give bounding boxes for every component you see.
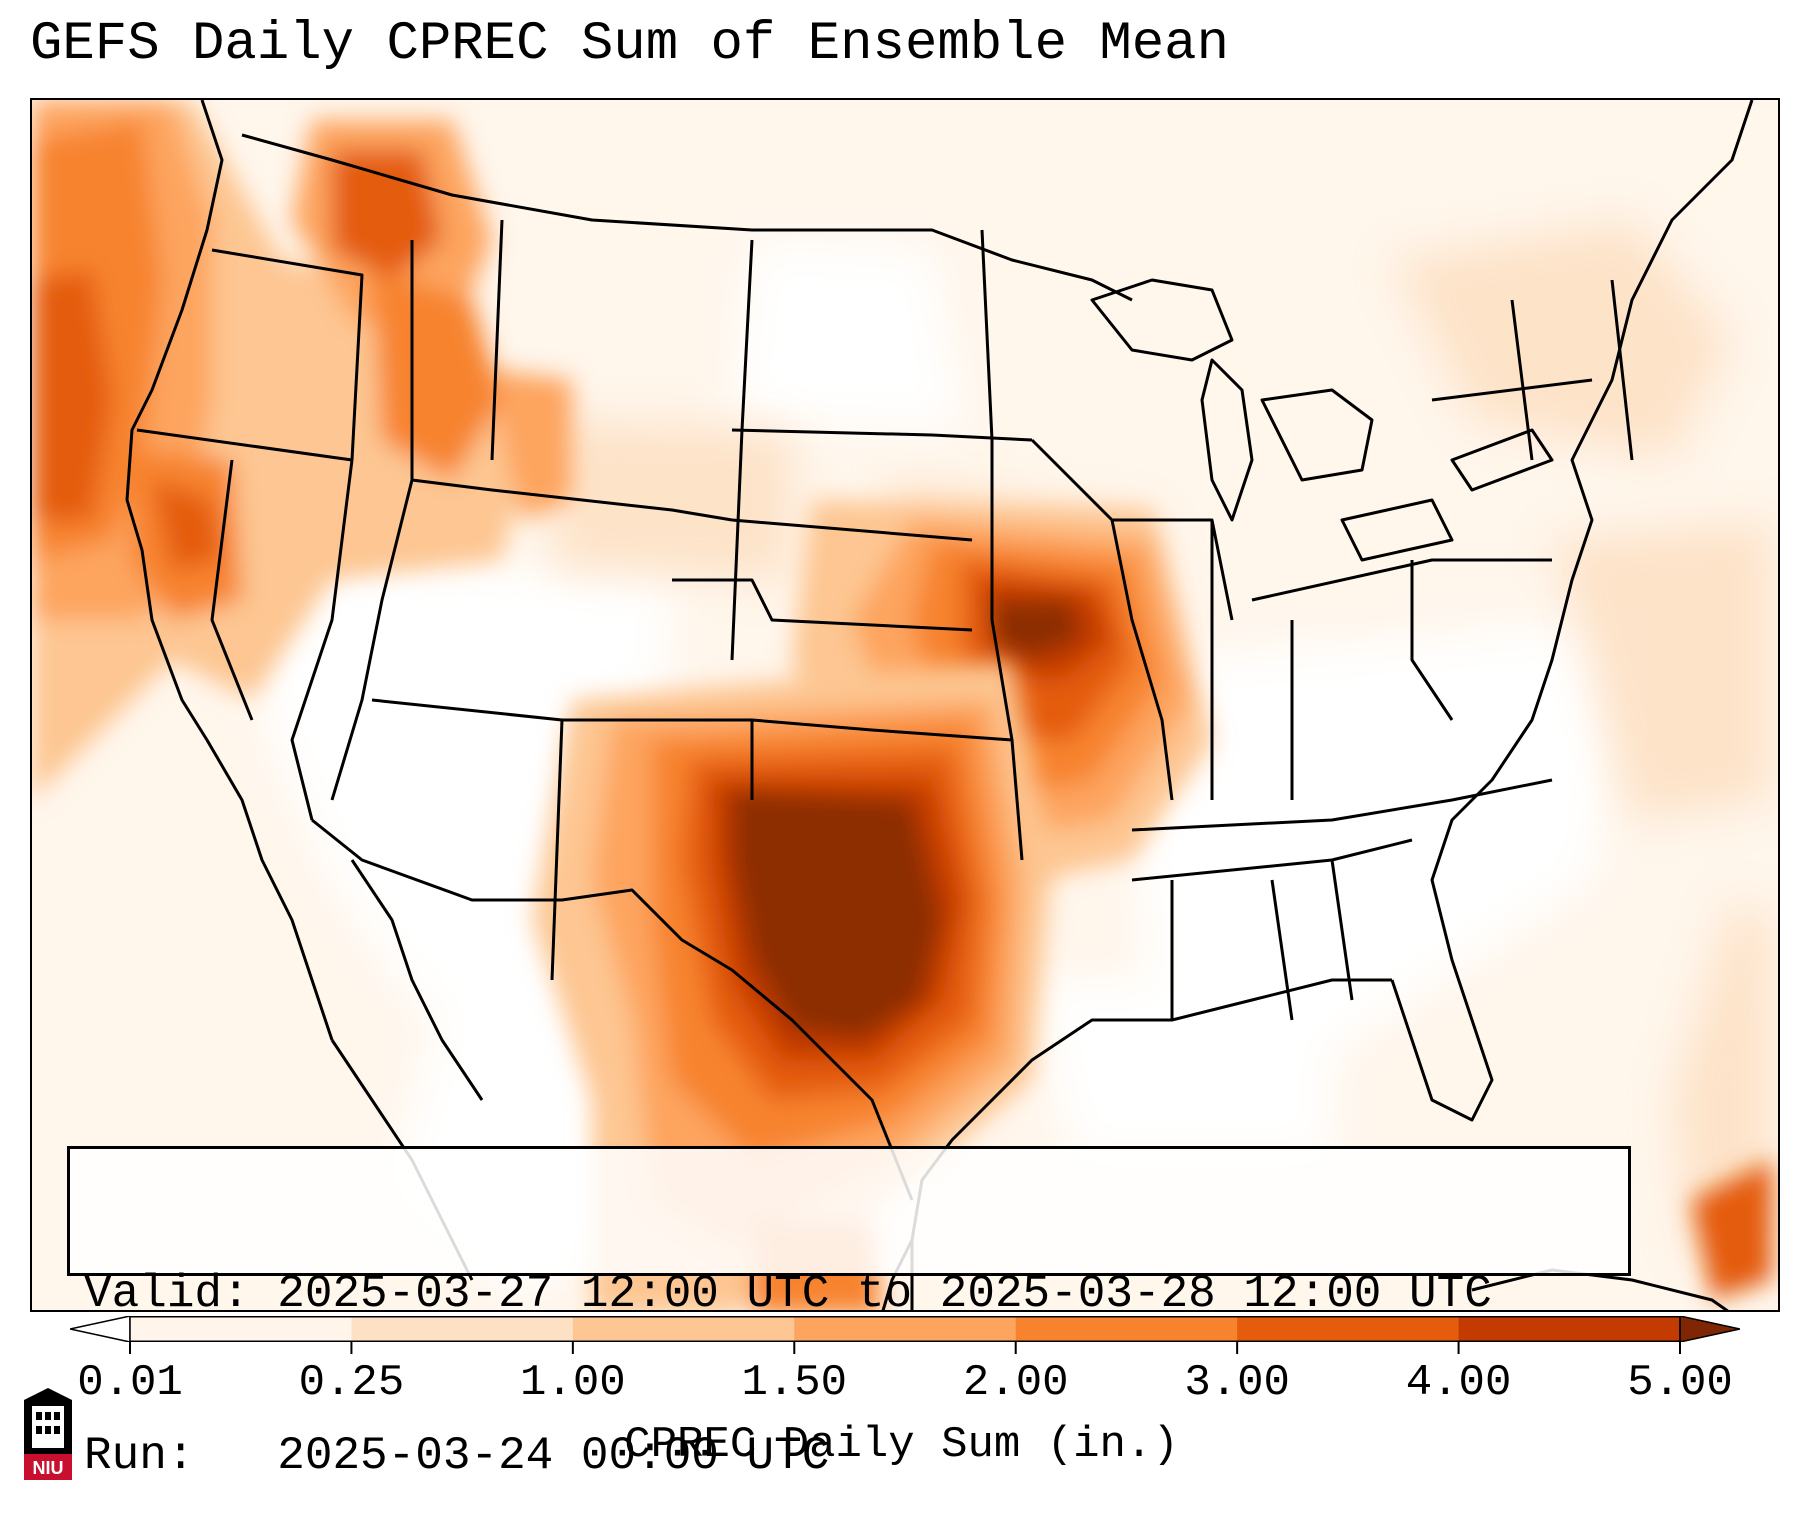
colorbar-segment <box>794 1316 1017 1342</box>
run-time-line: Run: 2025-03-24 00:00 UTC <box>84 1430 830 1482</box>
colorbar-tick-label: 5.00 <box>1627 1358 1733 1408</box>
colorbar <box>70 1316 1740 1342</box>
colorbar-tick-label: 0.01 <box>77 1358 183 1408</box>
colorbar-tick-label: 4.00 <box>1405 1358 1512 1408</box>
svg-text:NIU: NIU <box>33 1458 64 1478</box>
colorbar-segment <box>1458 1316 1681 1342</box>
colorbar-segment <box>1015 1316 1238 1342</box>
niu-logo: NIU <box>24 1388 72 1480</box>
coastlines-and-borders <box>125 100 1754 1310</box>
colorbar-tick-label: 2.00 <box>962 1358 1069 1408</box>
colorbar-segment <box>130 1316 352 1342</box>
colorbar-under-arrow <box>70 1316 131 1342</box>
colorbar-tick-label: 1.00 <box>520 1358 626 1408</box>
colorbar-ticks <box>129 1342 1681 1354</box>
info-box: Valid: 2025-03-27 12:00 UTC to 2025-03-2… <box>67 1146 1631 1482</box>
colorbar-over-arrow <box>1679 1316 1740 1342</box>
colorbar-tick-label: 0.25 <box>298 1358 405 1408</box>
colorbar-segment <box>572 1316 795 1342</box>
colorbar-label: CPREC Daily Sum (in.) <box>624 1420 1179 1470</box>
colorbar-tick-label: 3.00 <box>1184 1358 1290 1408</box>
valid-time-line: Valid: 2025-03-27 12:00 UTC to 2025-03-2… <box>84 1268 1492 1320</box>
precipitation-map <box>30 98 1780 1312</box>
precip-field <box>32 100 1772 1310</box>
colorbar-segment <box>1237 1316 1460 1342</box>
page-title: GEFS Daily CPREC Sum of Ensemble Mean <box>30 14 1229 75</box>
colorbar-tick-label: 1.50 <box>741 1358 848 1408</box>
colorbar-segment <box>351 1316 574 1342</box>
